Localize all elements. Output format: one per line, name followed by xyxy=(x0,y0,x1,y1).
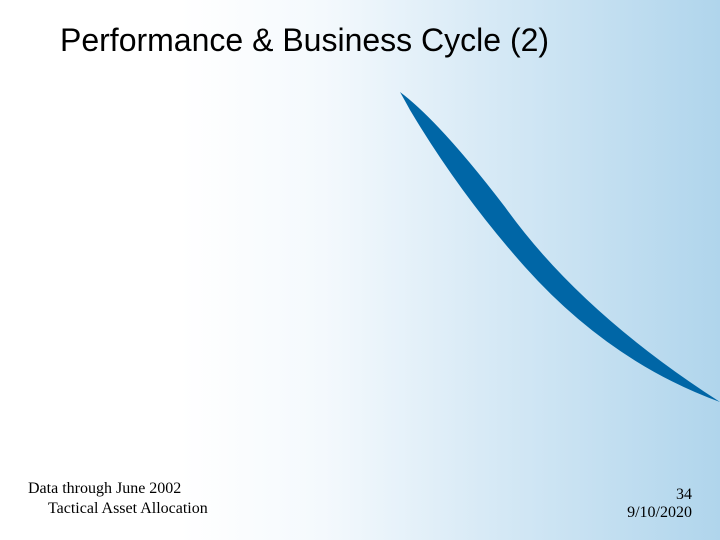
swoosh-graphic xyxy=(350,92,720,402)
page-number: 34 xyxy=(627,486,692,504)
date-stamp: 9/10/2020 xyxy=(627,504,692,522)
footer-left: Data through June 2002 Tactical Asset Al… xyxy=(28,480,208,518)
footer-right: 34 9/10/2020 xyxy=(627,486,692,522)
swoosh-path xyxy=(400,92,720,402)
footer-data-line: Data through June 2002 xyxy=(28,480,208,498)
slide-title: Performance & Business Cycle (2) xyxy=(60,22,549,59)
footer-subtitle: Tactical Asset Allocation xyxy=(48,500,208,518)
slide-container: Performance & Business Cycle (2) Data th… xyxy=(0,0,720,540)
